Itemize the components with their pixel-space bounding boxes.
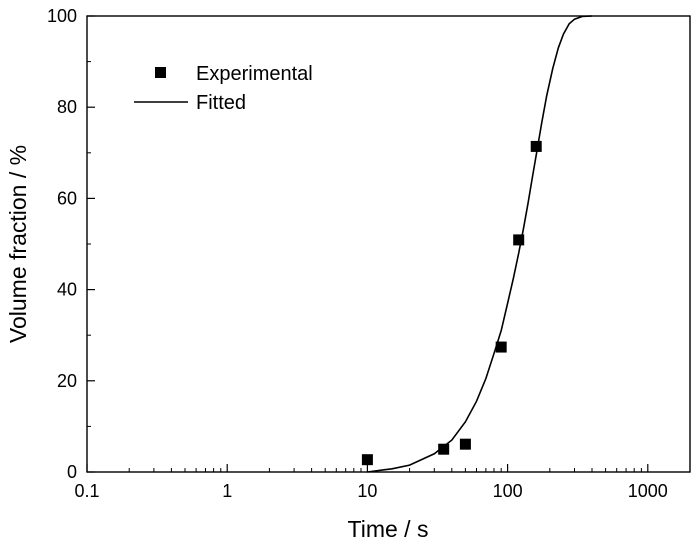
y-tick-label: 100 [47,6,77,26]
legend: Experimental Fitted [134,63,313,114]
y-tick-label: 60 [57,188,77,208]
experimental-point [530,140,542,152]
y-tick-label: 20 [57,371,77,391]
experimental-point [438,443,450,455]
experimental-point [459,438,471,450]
y-tick-label: 80 [57,97,77,117]
x-tick-label: 10 [357,481,377,501]
x-tick-label: 1 [222,481,232,501]
x-tick-label: 0.1 [74,481,99,501]
experimental-point [361,454,373,466]
y-axis-title: Volume fraction / % [5,145,31,343]
x-axis-title: Time / s [348,516,429,542]
experimental-point [495,341,507,353]
legend-label-experimental: Experimental [196,63,313,85]
y-tick-label: 0 [67,462,77,482]
legend-marker-experimental [155,67,166,78]
x-tick-label: 1000 [628,481,668,501]
fitted-series [367,15,593,473]
plot-frame [86,15,691,473]
legend-label-fitted: Fitted [196,92,246,114]
x-tick-label: 100 [493,481,523,501]
experimental-point [513,234,525,246]
fitted-line [367,15,593,473]
experimental-series [361,140,542,466]
y-tick-label: 40 [57,280,77,300]
axis-ticks: 0.1 1 10 100 1000 0 20 40 60 80 100 [47,6,691,501]
